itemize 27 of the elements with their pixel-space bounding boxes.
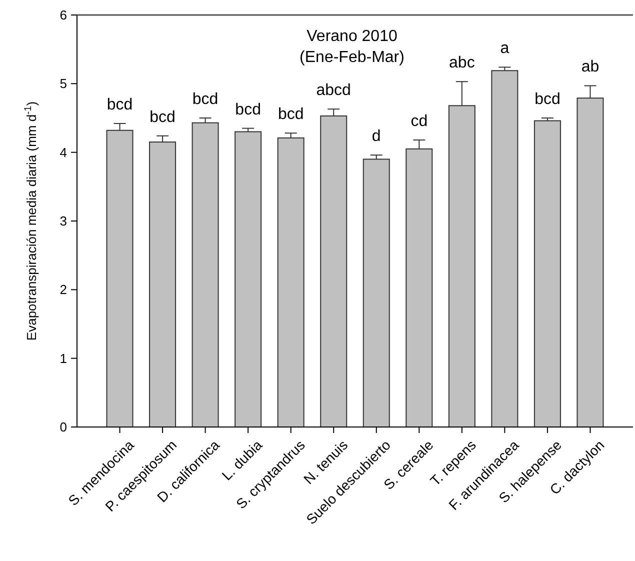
y-tick-label: 5 [60,76,67,92]
bar [234,131,262,428]
bar [534,120,561,428]
bar [491,70,518,428]
y-tick-label: 2 [60,282,67,298]
annotation: cd [410,112,428,130]
annotation: bcd [235,101,261,118]
annotation: abcd [316,82,351,100]
bar [277,137,304,428]
text: (Ene-Feb-Mar) [300,49,404,66]
annotation: ab [581,58,600,76]
text: Verano 2010 [306,28,398,45]
y-tick-label: 0 [60,420,67,435]
annotation: bcd [106,96,133,114]
annotation: d [372,128,381,146]
annotation: bcd [534,91,560,108]
annotation: bcd [192,91,218,108]
bar [362,158,390,428]
y-tick-label: 1 [60,350,67,366]
y-tick-label: 3 [60,214,67,229]
annotation: bcd [278,106,304,124]
annotation: abc [449,54,475,72]
y-tick-label: 4 [60,144,67,160]
annotation: bcd [150,108,176,126]
y-tick-label: 6 [60,8,67,23]
annotation: a [500,40,510,58]
bar [192,122,219,428]
